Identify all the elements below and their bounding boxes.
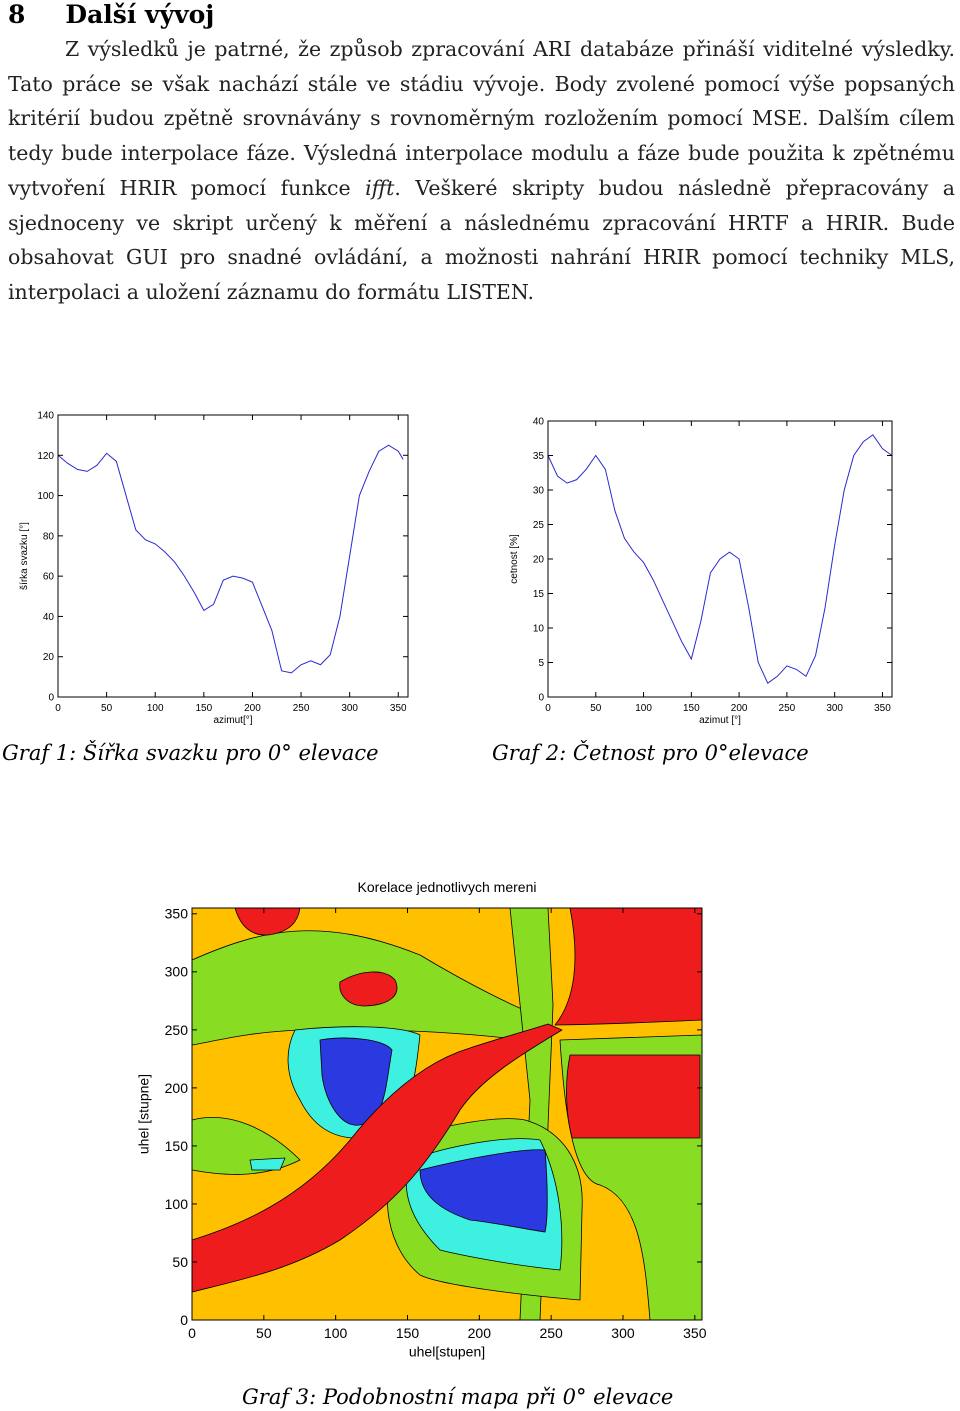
y-tick-label: 300	[165, 964, 189, 980]
y-tick-label: 50	[172, 1254, 188, 1270]
y-tick-label: 140	[37, 411, 54, 422]
x-tick-label: 0	[188, 1325, 196, 1341]
x-tick-label: 150	[195, 703, 212, 714]
caption: Graf 2: Četnost pro 0°elevace	[492, 740, 809, 765]
y-axis-label: šírka svazku [°]	[19, 522, 30, 590]
chart-title: Korelace jednotlivych mereni	[358, 879, 537, 895]
x-tick-label: 100	[147, 703, 164, 714]
y-tick-label: 40	[533, 417, 545, 428]
y-tick-label: 30	[533, 486, 545, 497]
x-axis-label: uhel[stupen]	[409, 1343, 485, 1359]
x-axis-label: azimut [°]	[699, 715, 741, 726]
x-tick-label: 0	[55, 703, 61, 714]
text: Z výsledků je patrné, že způsob zpracová…	[8, 37, 955, 200]
y-tick-label: 0	[48, 693, 54, 704]
y-tick-label: 0	[180, 1312, 188, 1328]
x-tick-label: 200	[244, 703, 261, 714]
y-tick-label: 250	[165, 1022, 189, 1038]
x-tick-label: 350	[683, 1325, 707, 1341]
y-tick-label: 5	[538, 658, 544, 669]
y-tick-label: 150	[165, 1138, 189, 1154]
y-tick-label: 20	[533, 555, 545, 566]
heading: 8 Další vývoj	[8, 0, 214, 29]
y-tick-label: 10	[533, 624, 545, 635]
x-tick-label: 200	[731, 703, 748, 714]
text: . Veškeré skripty budou následně přeprac…	[8, 175, 955, 304]
y-tick-label: 40	[43, 612, 55, 623]
data-line	[57, 444, 404, 674]
y-tick-label: 80	[43, 531, 55, 542]
x-tick-label: 200	[468, 1325, 492, 1341]
caption: Graf 3: Podobnostní mapa při 0° elevace	[242, 1385, 673, 1409]
y-axis-label: cetnost [%]	[509, 534, 520, 584]
y-tick-label: 0	[538, 693, 544, 704]
y-tick-label: 20	[43, 652, 55, 663]
x-tick-label: 0	[545, 703, 551, 714]
x-tick-label: 300	[611, 1325, 635, 1341]
plot-frame	[191, 907, 703, 1321]
y-tick-label: 120	[37, 451, 54, 462]
x-tick-label: 50	[590, 703, 602, 714]
x-tick-label: 250	[779, 703, 796, 714]
heading-number: 8	[8, 0, 26, 29]
x-tick-label: 350	[874, 703, 891, 714]
x-tick-label: 50	[101, 703, 113, 714]
y-tick-label: 100	[165, 1196, 189, 1212]
x-tick-label: 50	[256, 1325, 272, 1341]
caption: Graf 1: Šířka svazku pro 0° elevace	[2, 741, 379, 765]
emphasis: ifft	[365, 175, 395, 200]
heading-title: Další vývoj	[65, 0, 215, 29]
x-axis-label: azimut[°]	[213, 715, 252, 726]
x-tick-label: 100	[324, 1325, 348, 1341]
plot-frame	[57, 414, 409, 698]
y-tick-label: 350	[165, 906, 189, 922]
paragraph: Z výsledků je patrné, že způsob zpracová…	[8, 32, 955, 310]
y-tick-label: 60	[43, 572, 55, 583]
x-tick-label: 100	[635, 703, 652, 714]
y-tick-label: 35	[533, 451, 545, 462]
x-tick-label: 250	[539, 1325, 563, 1341]
y-tick-label: 200	[165, 1080, 189, 1096]
x-tick-label: 300	[341, 703, 358, 714]
contour-fill	[191, 907, 703, 1321]
x-tick-label: 350	[390, 703, 407, 714]
y-tick-label: 25	[533, 520, 545, 531]
y-tick-label: 15	[533, 589, 545, 600]
x-tick-label: 150	[396, 1325, 420, 1341]
y-tick-label: 100	[37, 491, 54, 502]
x-tick-label: 250	[293, 703, 310, 714]
data-line	[547, 434, 893, 684]
x-tick-label: 150	[683, 703, 700, 714]
y-axis-label: uhel [stupne]	[136, 1074, 152, 1154]
x-tick-label: 300	[826, 703, 843, 714]
